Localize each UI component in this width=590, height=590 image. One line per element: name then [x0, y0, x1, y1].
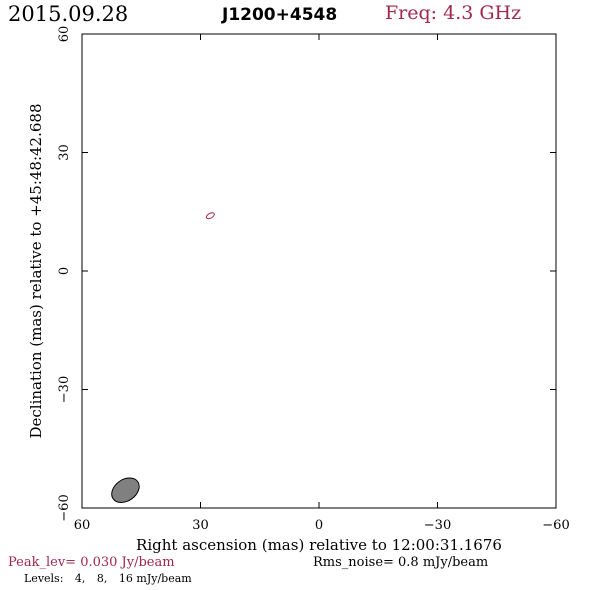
- level-value: 4,: [74, 572, 86, 585]
- y-axis-label: Declination (mas) relative to +45:48:42.…: [27, 103, 45, 438]
- x-tick-label: −30: [424, 518, 451, 533]
- y-tick-label: −60: [57, 494, 72, 521]
- rms-noise: Rms_noise= 0.8 mJy/beam: [313, 555, 489, 570]
- x-tick-label: 60: [74, 518, 91, 533]
- x-tick-label: 30: [192, 518, 209, 533]
- epoch-date: 2015.09.28: [8, 2, 129, 26]
- contour-line: [205, 212, 215, 220]
- frequency-label: Freq: 4.3 GHz: [385, 2, 522, 24]
- levels-label: Levels:: [24, 572, 64, 585]
- x-tick-label: 0: [315, 518, 323, 533]
- source-name: J1200+4548: [222, 5, 338, 25]
- peak-level: Peak_lev= 0.030 Jy/beam: [8, 555, 175, 570]
- level-value: 16 mJy/beam: [118, 572, 192, 585]
- y-tick-label: 30: [57, 144, 72, 161]
- y-tick-label: −30: [57, 376, 72, 403]
- y-tick-label: 60: [57, 26, 72, 43]
- y-tick-label: 0: [57, 267, 72, 275]
- x-tick-label: −60: [542, 518, 569, 533]
- plot-frame: [81, 33, 557, 509]
- level-value: 8,: [96, 572, 108, 585]
- contour-levels: Levels: 4, 8, 16 mJy/beam: [24, 572, 192, 585]
- x-axis-label: Right ascension (mas) relative to 12:00:…: [136, 536, 502, 554]
- beam-ellipse: [111, 477, 140, 503]
